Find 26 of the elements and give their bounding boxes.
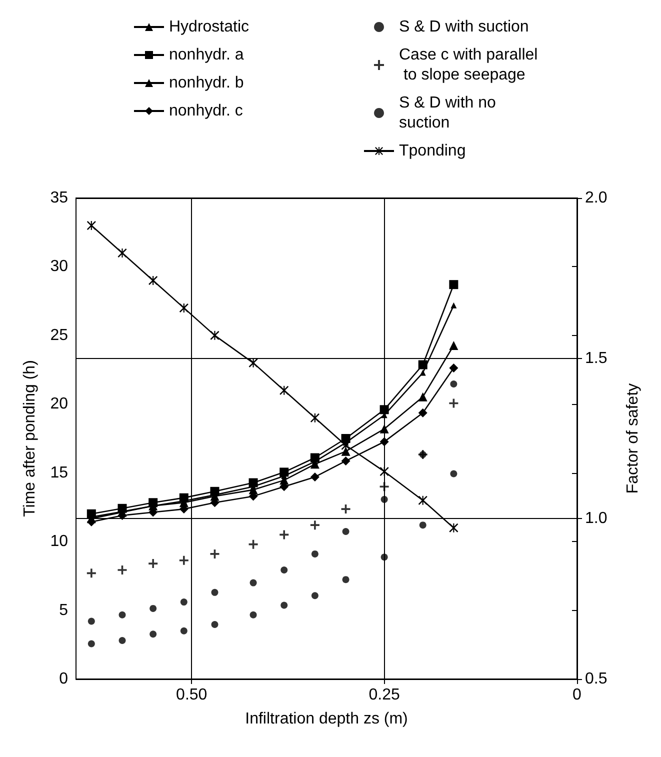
legend-label: nonhydr. b — [169, 74, 244, 92]
y2-tick-label: 1.0 — [585, 510, 608, 528]
legend-label: nonhydr. a — [169, 46, 244, 64]
y-tick-label: 5 — [59, 602, 68, 619]
x-tick-label: 0 — [572, 686, 582, 704]
y-tick-label: 30 — [50, 258, 68, 276]
legend-label: S & D with suction — [399, 18, 529, 36]
legend-label: Hydrostatic — [169, 18, 250, 36]
y-axis-title: Time after ponding (h) — [22, 360, 38, 517]
legend-label: S & D with no suction — [399, 94, 500, 132]
x-tick-label: 0.50 — [176, 686, 208, 704]
y-tick-label: 10 — [50, 533, 68, 550]
y-tick-label: 25 — [50, 326, 68, 344]
y2-axis-title: Factor of safety — [624, 383, 642, 494]
legend-label: nonhydr. c — [169, 102, 243, 120]
x-axis-title: Infiltration depth zs (m) — [245, 710, 408, 728]
y-tick-label: 35 — [50, 190, 68, 206]
y-tick-label: 0 — [59, 670, 68, 688]
y2-tick-label: 2.0 — [585, 190, 608, 206]
y-tick-label: 20 — [50, 396, 68, 413]
x-tick-label: 0.25 — [368, 686, 400, 704]
y2-tick-label: 0.5 — [585, 670, 608, 688]
y-tick-label: 15 — [50, 464, 68, 482]
y2-tick-label: 1.5 — [585, 350, 608, 367]
legend-label: Tponding — [399, 142, 466, 160]
legend-label: Case c with parallel to slope seepage — [399, 46, 538, 84]
